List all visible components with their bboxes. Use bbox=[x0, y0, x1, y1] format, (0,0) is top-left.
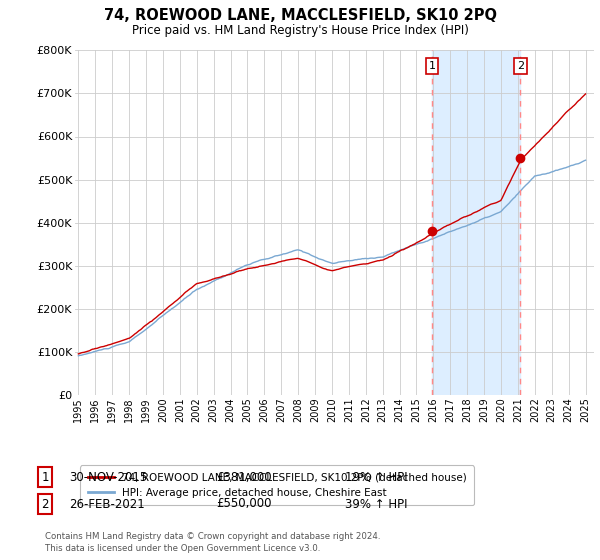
Text: 2: 2 bbox=[41, 497, 49, 511]
Text: 74, ROEWOOD LANE, MACCLESFIELD, SK10 2PQ: 74, ROEWOOD LANE, MACCLESFIELD, SK10 2PQ bbox=[104, 8, 497, 24]
Text: Contains HM Land Registry data © Crown copyright and database right 2024.
This d: Contains HM Land Registry data © Crown c… bbox=[45, 533, 380, 553]
Text: 1: 1 bbox=[41, 470, 49, 484]
Text: £381,000: £381,000 bbox=[216, 470, 272, 484]
Text: 2: 2 bbox=[517, 60, 524, 71]
Bar bbox=[432, 50, 520, 395]
Text: 19% ↑ HPI: 19% ↑ HPI bbox=[345, 470, 407, 484]
Text: 26-FEB-2021: 26-FEB-2021 bbox=[69, 497, 145, 511]
Text: 1: 1 bbox=[428, 60, 436, 71]
Legend: 74, ROEWOOD LANE, MACCLESFIELD, SK10 2PQ (detached house), HPI: Average price, d: 74, ROEWOOD LANE, MACCLESFIELD, SK10 2PQ… bbox=[80, 465, 474, 505]
Text: Price paid vs. HM Land Registry's House Price Index (HPI): Price paid vs. HM Land Registry's House … bbox=[131, 24, 469, 36]
Text: 39% ↑ HPI: 39% ↑ HPI bbox=[345, 497, 407, 511]
Text: £550,000: £550,000 bbox=[216, 497, 271, 511]
Text: 30-NOV-2015: 30-NOV-2015 bbox=[69, 470, 147, 484]
